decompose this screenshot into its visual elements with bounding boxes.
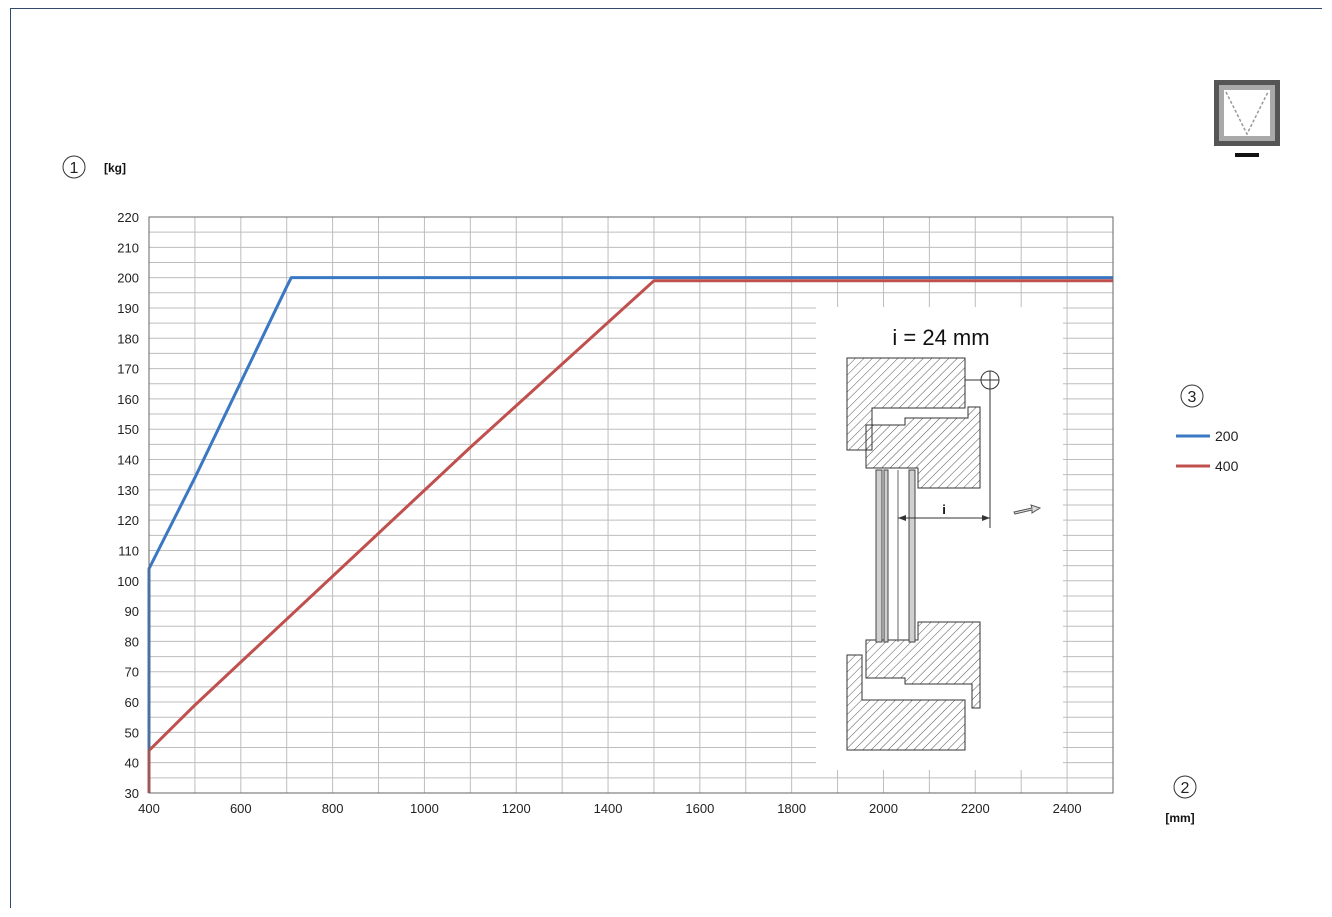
y-tick-label: 200 xyxy=(117,271,139,286)
plot-border xyxy=(148,216,1114,794)
tilt-window-icon xyxy=(1214,80,1280,157)
x-axis-unit: [mm] xyxy=(1165,811,1194,825)
inset-drawing: i = 24 mm i xyxy=(816,307,1063,770)
y-tick-label: 130 xyxy=(117,483,139,498)
y-tick-label: 120 xyxy=(117,513,139,528)
y-axis-marker-number: 1 xyxy=(70,160,79,177)
y-tick-label: 40 xyxy=(125,756,139,771)
y-tick-label: 160 xyxy=(117,392,139,407)
x-tick-label: 1200 xyxy=(502,801,531,816)
x-tick-label: 1800 xyxy=(777,801,806,816)
x-tick-label: 600 xyxy=(230,801,252,816)
y-tick-label: 110 xyxy=(118,543,139,558)
y-tick-label: 80 xyxy=(125,634,139,649)
tick-labels: 400 600 800 1000 1200 1400 1600 1800 2000 2200 240… xyxy=(117,210,1081,816)
y-tick-label: 150 xyxy=(117,422,139,437)
glass-pane xyxy=(908,469,916,643)
frame-bottom xyxy=(846,654,966,751)
sash-bottom xyxy=(865,621,981,709)
sash-top xyxy=(865,406,981,489)
y-tick-label: 50 xyxy=(125,725,139,740)
x-axis-marker-number: 2 xyxy=(1181,780,1190,797)
y-axis-marker: 1 xyxy=(62,155,86,179)
y-tick-label: 90 xyxy=(125,604,139,619)
inset-formula: i = 24 mm xyxy=(892,325,989,350)
dimension-label: i xyxy=(942,502,946,517)
legend-label-400: 400 xyxy=(1215,458,1239,474)
glass-pane xyxy=(875,469,883,643)
x-tick-label: 2000 xyxy=(869,801,898,816)
x-tick-label: 1600 xyxy=(685,801,714,816)
legend: 3 200 400 xyxy=(1176,384,1239,474)
opening-arrow xyxy=(1013,504,1042,515)
y-axis-unit: [kg] xyxy=(104,161,126,175)
x-axis-marker: 2 xyxy=(1173,775,1197,799)
chart-frame xyxy=(10,8,1322,908)
y-tick-label: 170 xyxy=(117,362,139,377)
y-tick-label: 180 xyxy=(117,331,139,346)
y-tick-label: 210 xyxy=(117,240,139,255)
x-tick-label: 1400 xyxy=(594,801,623,816)
legend-marker-number: 3 xyxy=(1188,389,1197,406)
y-tick-label: 190 xyxy=(117,301,139,316)
x-tick-label: 400 xyxy=(138,801,160,816)
glass-pane xyxy=(883,469,889,643)
x-tick-label: 2400 xyxy=(1053,801,1082,816)
legend-label-200: 200 xyxy=(1215,428,1239,444)
y-tick-label: 60 xyxy=(125,695,139,710)
y-tick-label: 70 xyxy=(125,665,139,680)
x-tick-label: 800 xyxy=(322,801,344,816)
y-tick-label: 140 xyxy=(117,453,139,468)
frame-top xyxy=(846,357,966,451)
x-tick-label: 2200 xyxy=(961,801,990,816)
y-tick-label: 100 xyxy=(117,574,139,589)
y-tick-label: 30 xyxy=(125,786,139,801)
x-tick-label: 1000 xyxy=(410,801,439,816)
y-tick-label: 220 xyxy=(117,210,139,225)
